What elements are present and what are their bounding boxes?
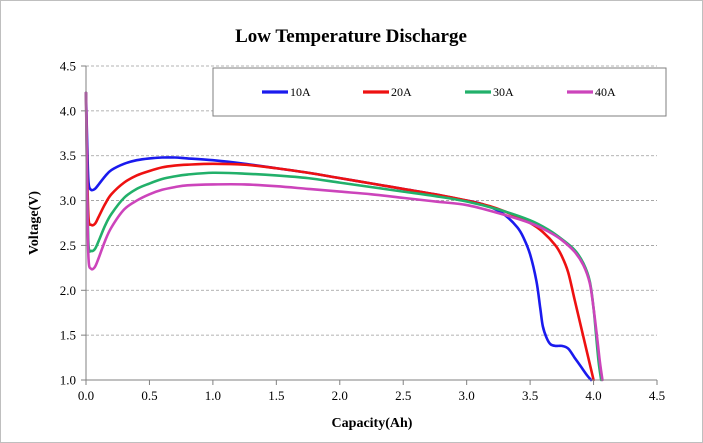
chart-title: Low Temperature Discharge: [235, 26, 467, 47]
x-tick-label: 1.5: [268, 388, 284, 403]
series-line-20a: [84, 91, 595, 382]
series-lines: [84, 91, 604, 382]
legend-label-10a: 10A: [290, 85, 311, 99]
y-tick-label: 3.0: [60, 193, 76, 208]
y-tick-label: 2.5: [60, 238, 76, 253]
legend-label-40a: 40A: [595, 85, 616, 99]
x-tick-label: 2.5: [395, 388, 411, 403]
y-axis-title: Voltage(V): [27, 191, 42, 255]
legend-label-30a: 30A: [493, 85, 514, 99]
x-tick-label: 4.0: [585, 388, 601, 403]
legend: 10A 20A 30A 40A: [212, 67, 667, 117]
x-tick-label: 0.0: [78, 388, 94, 403]
x-tick-label: 1.0: [205, 388, 221, 403]
axes: 1.0 1.5 2.0 2.5 3.0 3.5 4.0 4.5 0.0 0.5 1.0 1.5 2.0 2…: [60, 59, 665, 404]
y-tick-label: 4.0: [60, 103, 76, 118]
y-tick-label: 3.5: [60, 148, 76, 163]
x-tick-label: 4.5: [649, 388, 665, 403]
x-tick-label: 2.0: [332, 388, 348, 403]
y-tick-label: 1.5: [60, 328, 76, 343]
x-tick-label: 3.0: [459, 388, 475, 403]
y-tick-label: 4.5: [60, 59, 76, 74]
legend-label-20a: 20A: [391, 85, 412, 99]
x-axis-title: Capacity(Ah): [332, 416, 413, 431]
x-tick-label: 3.5: [522, 388, 538, 403]
y-tick-label: 1.0: [60, 373, 76, 388]
x-tick-label: 0.5: [141, 388, 157, 403]
y-tick-label: 2.0: [60, 283, 76, 298]
series-line-40a: [84, 91, 604, 382]
